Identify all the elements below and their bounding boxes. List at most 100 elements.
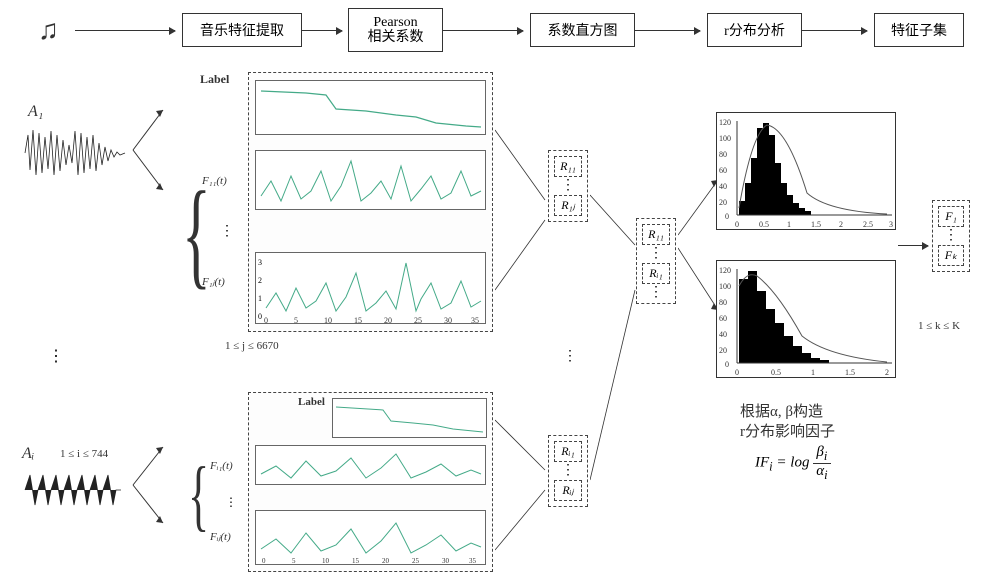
branch-arrows-ai — [128, 435, 183, 545]
svg-text:3: 3 — [258, 258, 262, 267]
waveform-a1 — [20, 125, 130, 180]
svg-text:15: 15 — [354, 316, 362, 325]
flow-arrow-0 — [75, 30, 175, 31]
vdots-panel1: ⋮ — [220, 225, 234, 239]
svg-text:25: 25 — [414, 316, 422, 325]
svg-text:0: 0 — [264, 316, 268, 325]
ai-label: Aᵢ — [22, 445, 34, 463]
svg-text:1.5: 1.5 — [811, 220, 821, 229]
svg-text:0.5: 0.5 — [759, 220, 769, 229]
chart-fij: 0 5 10 15 20 25 30 35 — [255, 510, 486, 565]
svg-text:1: 1 — [787, 220, 791, 229]
vdots-between-r: ⋮ — [563, 350, 577, 364]
svg-text:15: 15 — [352, 557, 360, 565]
flow-step-2-label2: 相关系数 — [368, 30, 424, 45]
svg-text:35: 35 — [471, 316, 479, 325]
svg-text:40: 40 — [719, 330, 727, 339]
r-cell-mid-ri1: Rᵢ₁ — [642, 263, 670, 284]
svg-text:20: 20 — [382, 557, 390, 565]
svg-text:120: 120 — [719, 118, 731, 127]
brace-panel2: { — [188, 450, 209, 542]
svg-text:80: 80 — [719, 150, 727, 159]
flow-step-2-label1: Pearson — [373, 15, 417, 30]
chart-label-curve-2 — [332, 398, 487, 438]
vdots-panel2: ⋮ — [225, 495, 237, 509]
r-cell-r11: R₁₁ — [554, 156, 582, 177]
svg-text:0: 0 — [262, 557, 266, 565]
flow-step-2: Pearson 相关系数 — [348, 8, 443, 52]
svg-text:30: 30 — [442, 557, 450, 565]
svg-text:2.5: 2.5 — [863, 220, 873, 229]
converge-lines-i — [495, 410, 555, 570]
svg-text:80: 80 — [719, 298, 727, 307]
j-range: 1 ≤ j ≤ 6670 — [225, 340, 279, 352]
waveform-ai — [20, 470, 130, 510]
svg-text:0: 0 — [725, 360, 729, 369]
vdots-out: ⋮ — [936, 229, 966, 243]
svg-text:10: 10 — [322, 557, 330, 565]
svg-text:35: 35 — [469, 557, 477, 565]
svg-text:0: 0 — [725, 212, 729, 221]
chart-f1j: 3210 05101520253035 — [255, 252, 486, 324]
k-range: 1 ≤ k ≤ K — [918, 320, 960, 332]
svg-text:0: 0 — [735, 220, 739, 229]
svg-text:60: 60 — [719, 166, 727, 175]
ai-range: 1 ≤ i ≤ 744 — [60, 448, 108, 460]
r-cell-rij: Rᵢⱼ — [554, 480, 582, 501]
svg-text:2: 2 — [885, 368, 889, 377]
svg-text:5: 5 — [292, 557, 296, 565]
svg-text:30: 30 — [444, 316, 452, 325]
chart-label-curve-1 — [255, 80, 486, 135]
r-stack-1: R₁₁ ⋮ R₁ⱼ — [548, 150, 588, 222]
svg-text:20: 20 — [384, 316, 392, 325]
svg-text:5: 5 — [294, 316, 298, 325]
flow-step-4-label: r分布分析 — [724, 20, 785, 40]
out-fk: Fₖ — [938, 245, 964, 266]
svg-text:0: 0 — [258, 312, 262, 321]
flow-step-1: 音乐特征提取 — [182, 13, 302, 47]
histogram-top: 120100806040200 00.511.522.53 — [716, 112, 896, 230]
vdots-left: ⋮ — [48, 350, 64, 364]
fij-label: Fᵢⱼ(t) — [210, 530, 231, 543]
hist-annotation-1: 根据α, β构造 — [740, 400, 823, 421]
svg-text:2: 2 — [839, 220, 843, 229]
svg-text:3: 3 — [889, 220, 893, 229]
flow-arrow-1 — [302, 30, 342, 31]
vdots-ri: ⋮ — [552, 464, 584, 478]
svg-text:1.5: 1.5 — [845, 368, 855, 377]
svg-text:60: 60 — [719, 314, 727, 323]
chart-fi1 — [255, 445, 486, 485]
flow-step-5-label: 特征子集 — [891, 20, 947, 40]
hist-formula: IFi = log βiαi — [755, 445, 831, 481]
panel1-label-word: Label — [200, 72, 229, 87]
out-f1: F₁ — [938, 206, 964, 227]
svg-text:20: 20 — [719, 198, 727, 207]
hist-annotation-2: r分布影响因子 — [740, 420, 835, 441]
converge-lines-1 — [495, 120, 555, 320]
vdots-r1: ⋮ — [552, 179, 584, 193]
histogram-bottom: 120100806040200 00.511.52 — [716, 260, 896, 378]
chart-f11 — [255, 150, 486, 210]
r-cell-r1j: R₁ⱼ — [554, 195, 582, 216]
panel2-label-word: Label — [298, 396, 325, 408]
branch-arrows-a1 — [128, 95, 183, 215]
flow-step-3: 系数直方图 — [530, 13, 635, 47]
svg-text:20: 20 — [719, 346, 727, 355]
vdots-mid2: ⋮ — [640, 286, 672, 300]
flow-arrow-2 — [443, 30, 523, 31]
flow-step-1-label: 音乐特征提取 — [200, 20, 284, 40]
svg-text:0.5: 0.5 — [771, 368, 781, 377]
svg-text:100: 100 — [719, 282, 731, 291]
fi1-label: Fᵢ₁(t) — [210, 460, 233, 472]
svg-text:100: 100 — [719, 134, 731, 143]
flow-step-5: 特征子集 — [874, 13, 964, 47]
flow-arrow-3 — [635, 30, 700, 31]
brace-panel1: { — [182, 166, 211, 304]
output-stack: F₁ ⋮ Fₖ — [932, 200, 970, 272]
a1-label: A₁ — [28, 103, 43, 121]
r-cell-ri1: Rᵢ₁ — [554, 441, 582, 462]
flow-arrow-4 — [802, 30, 867, 31]
vdots-mid1: ⋮ — [640, 247, 672, 261]
svg-text:120: 120 — [719, 266, 731, 275]
svg-text:25: 25 — [412, 557, 420, 565]
